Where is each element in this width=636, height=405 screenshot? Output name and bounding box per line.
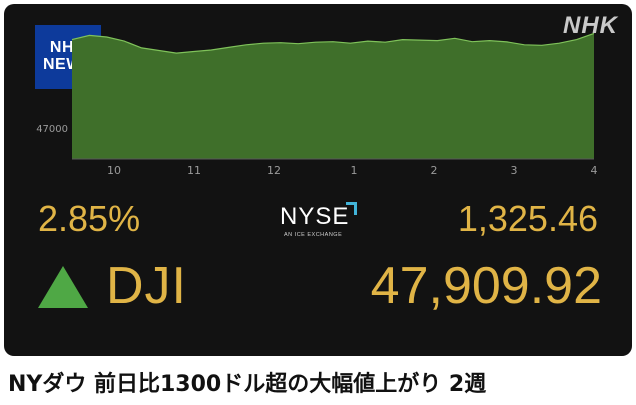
video-frame[interactable]: NHK NHK NEWS 47000 10 11 12 1 2 3 4 2.85% NYSE… [4,4,632,356]
x-tick-label: 11 [187,164,201,177]
x-tick-label: 12 [267,164,281,177]
index-value: 47,909.92 [370,257,602,315]
news-headline[interactable]: NYダウ 前日比1300ドル超の大幅値上がり 2週 [8,372,487,397]
nyse-wordmark: NYSE [280,203,350,230]
chart-series-line [71,32,595,54]
nyse-subtitle: AN ICE EXCHANGE [284,232,343,238]
chart-area-fill [72,33,594,159]
x-tick-label: 1 [351,164,358,177]
percent-change: 2.85% [38,198,141,239]
nyse-bracket-mark [346,202,357,215]
x-tick-label: 2 [431,164,438,177]
index-symbol: DJI [106,257,187,315]
y-tick-label: 47000 [36,124,68,135]
chart-y-ticks: 47000 [36,124,68,135]
point-change: 1,325.46 [457,198,598,239]
nyse-logo: NYSE AN ICE EXCHANGE [276,202,368,244]
x-tick-label: 3 [511,164,518,177]
chart-x-ticks: 10 11 12 1 2 3 4 [107,164,598,177]
dow-intraday-chart: 47000 10 11 12 1 2 3 4 [36,32,598,177]
x-tick-label: 4 [591,164,598,177]
up-arrow-icon [38,266,88,308]
x-tick-label: 10 [107,164,121,177]
